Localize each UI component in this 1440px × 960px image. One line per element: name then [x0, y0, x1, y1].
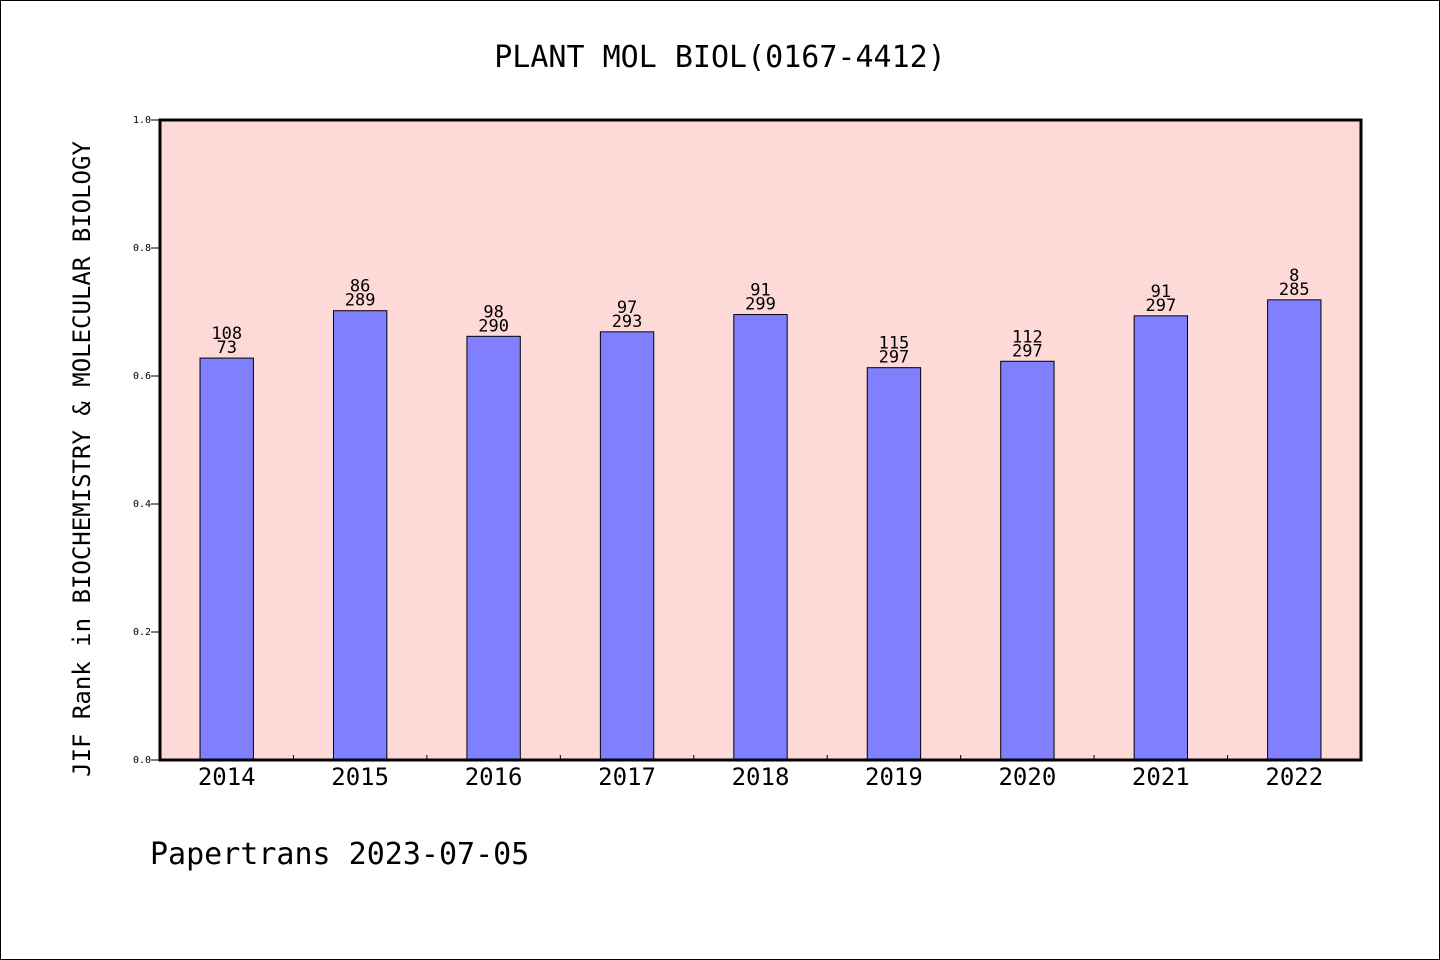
bar-rank-label: 112 [1012, 327, 1043, 347]
y-tick-label: 0.0 [133, 755, 151, 766]
bar-labels: 1087386289982909729391299115297112297912… [211, 266, 1309, 368]
bar [332, 310, 388, 761]
bar [599, 331, 655, 761]
bar [466, 335, 521, 761]
bar-rank-label: 86 [350, 277, 370, 297]
bar-total-label: 297 [1145, 296, 1176, 316]
bar [199, 357, 254, 761]
bar [733, 314, 788, 761]
bar-total-label: 285 [1279, 280, 1310, 300]
y-tick-label: 0.4 [133, 499, 151, 510]
chart-title: PLANT MOL BIOL(0167-4412) [494, 40, 946, 75]
bar [866, 367, 922, 761]
x-tick-label: 2016 [465, 763, 523, 791]
bar-total-label: 293 [612, 312, 643, 332]
bar-total-label: 290 [478, 316, 509, 336]
bars [199, 299, 1322, 761]
x-axis: 2014 2015 2016 2017 2018 2019 2020 2021 2022 [198, 755, 1323, 791]
bar [1267, 299, 1322, 761]
bar-rank-label: 91 [1151, 282, 1171, 302]
x-tick-label: 2018 [732, 763, 790, 791]
bar-total-label: 297 [1012, 341, 1043, 361]
plot-border [158, 118, 1363, 762]
bar-total-label: 299 [745, 295, 776, 315]
bar-rank-label: 108 [211, 324, 242, 344]
bar-total-label: 289 [345, 291, 376, 311]
x-tick-label: 2014 [198, 763, 256, 791]
x-tick-label: 2020 [998, 763, 1056, 791]
x-tick-label: 2021 [1132, 763, 1190, 791]
bar-rank-label: 91 [750, 281, 770, 301]
y-tick-label: 0.2 [133, 627, 151, 638]
x-tick-label: 2022 [1265, 763, 1323, 791]
bar [1000, 360, 1055, 761]
bar-rank-label: 98 [483, 302, 503, 322]
y-tick-label: 0.8 [133, 243, 151, 254]
bar [1133, 315, 1189, 761]
y-tick-label: 1.0 [133, 115, 151, 126]
y-tick-label: 0.6 [133, 371, 151, 382]
x-tick-label: 2015 [331, 763, 389, 791]
y-axis: 0.0 0.2 0.4 0.6 0.8 1.0 [133, 115, 160, 766]
bar-rank-label: 8 [1289, 266, 1299, 286]
bar-rank-label: 115 [879, 334, 910, 354]
footer-text: Papertrans 2023-07-05 [150, 837, 529, 872]
y-axis-label: JIF Rank in BIOCHEMISTRY & MOLECULAR BIO… [68, 141, 96, 777]
x-tick-label: 2019 [865, 763, 923, 791]
x-tick-label: 2017 [598, 763, 656, 791]
bar-rank-label: 97 [617, 298, 637, 318]
bar-total-label: 297 [879, 348, 910, 368]
bar-total-label: 73 [216, 338, 236, 358]
